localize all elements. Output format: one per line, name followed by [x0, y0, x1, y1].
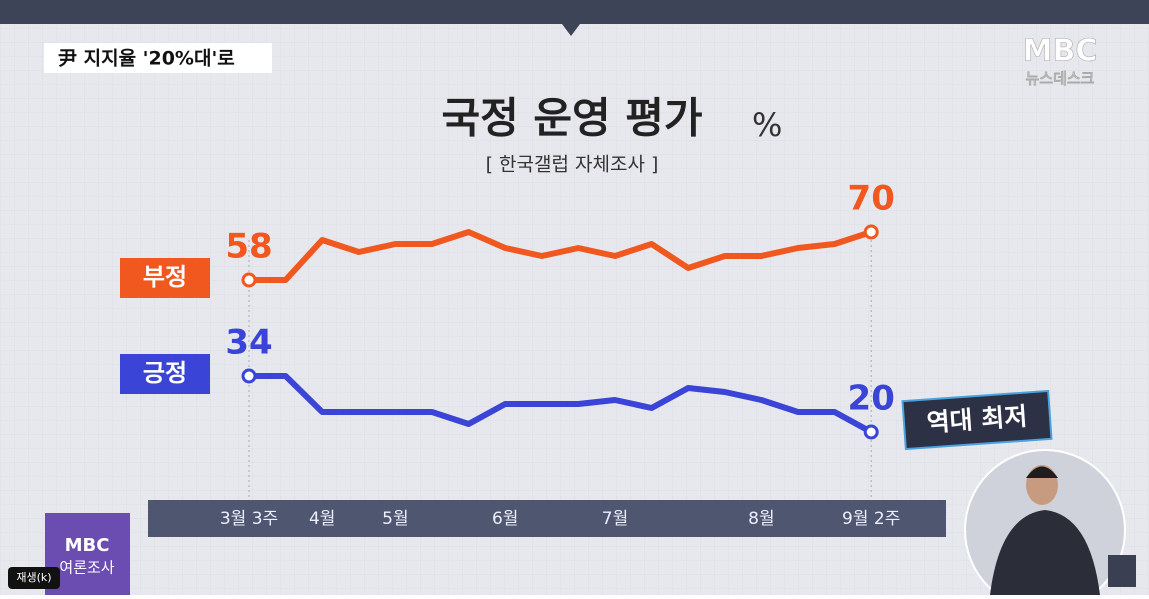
- value-label: 70: [848, 179, 895, 219]
- value-label: 58: [225, 227, 272, 267]
- interpreter: [964, 449, 1136, 599]
- badge-text: 여론조사: [59, 559, 114, 577]
- tooltip: 재생(k): [16, 571, 51, 584]
- line: [249, 229, 873, 283]
- x-tick-label: 4월: [309, 509, 335, 529]
- chart-title: 국정 운영 평가: [441, 94, 702, 143]
- x-axis-band: [148, 500, 946, 537]
- caption-box: [44, 43, 272, 73]
- top-bar: [0, 0, 1149, 24]
- tooltip-box: [8, 567, 60, 589]
- point: [863, 224, 879, 240]
- value-label: 34: [225, 323, 272, 363]
- legend-box: [120, 354, 210, 394]
- legend-label: 부정: [143, 263, 187, 291]
- unit: %: [752, 106, 782, 144]
- badge-logo: MBC: [65, 535, 110, 556]
- legend-label: 긍정: [143, 359, 187, 387]
- subtitle: [ 한국갤럽 자체조사 ]: [486, 154, 659, 176]
- x-tick-label: 7월: [602, 509, 628, 529]
- logo: MBC: [1023, 34, 1098, 69]
- x-tick-label: 6월: [492, 509, 518, 529]
- x-tick-label: 5월: [382, 509, 408, 529]
- point: [241, 368, 257, 384]
- value-label: 20: [848, 379, 895, 419]
- logo-sub: 뉴스데스크: [1025, 70, 1094, 88]
- point: [241, 272, 257, 288]
- caption: 尹 지지율 '20%대'로: [58, 48, 235, 70]
- line: [249, 373, 873, 435]
- x-tick-label: 8월: [748, 509, 774, 529]
- legend-box: [120, 258, 210, 298]
- top-notch: [562, 24, 580, 36]
- x-tick-label: 9월 2주: [842, 509, 900, 529]
- point: [863, 424, 879, 440]
- x-tick-label: 3월 3주: [220, 509, 278, 529]
- annotation: 역대 최저: [926, 402, 1028, 438]
- annotation-box: [901, 389, 1053, 451]
